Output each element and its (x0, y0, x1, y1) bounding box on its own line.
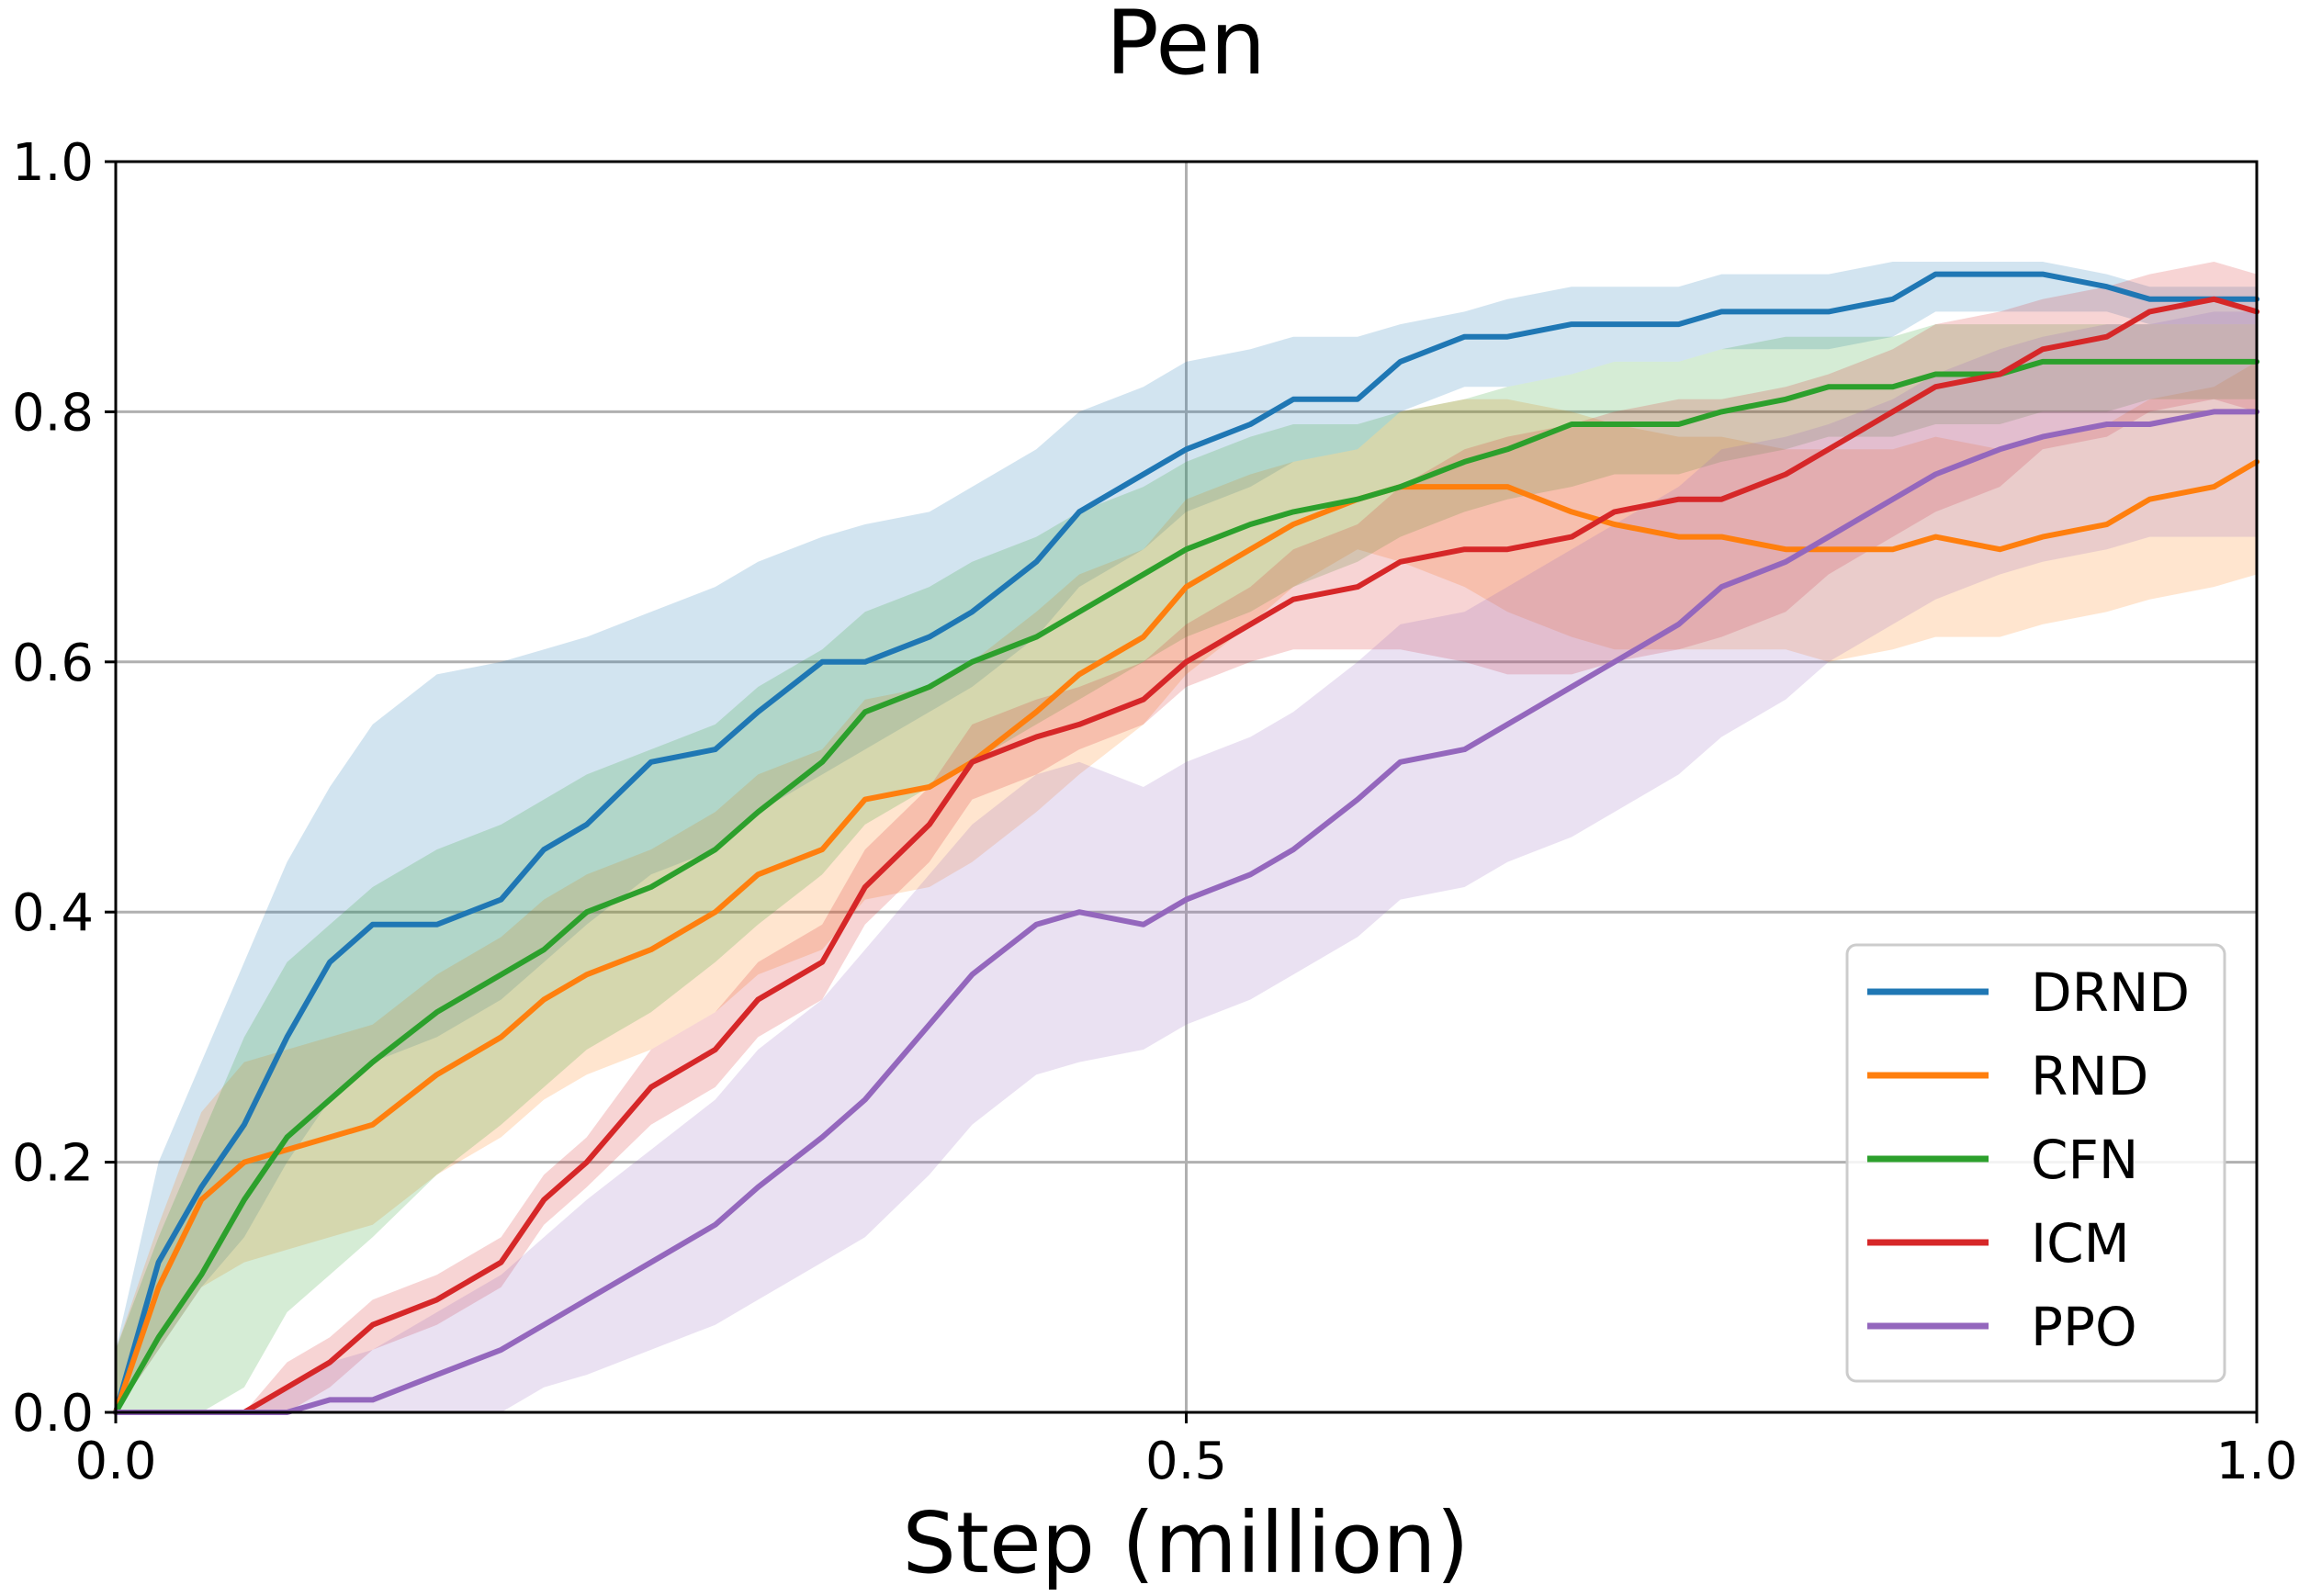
line-ppo (113, 409, 2260, 1415)
legend-label-rnd: RND (2031, 1045, 2148, 1107)
legend-label-cfn: CFN (2031, 1129, 2138, 1191)
band-cfn (116, 324, 2257, 1413)
y-tick-label: 0.8 (12, 383, 94, 443)
band-drnd (116, 262, 2257, 1412)
legend-box (1845, 943, 2226, 1383)
legend: DRND RND CFN ICM PPO (1845, 943, 2226, 1383)
band-rnd (116, 361, 2257, 1412)
axis-ticks: 0.0 0.2 0.4 0.6 0.8 1.0 0.0 0.5 1.0 (12, 133, 2298, 1491)
chart-title: Pen (1106, 0, 1266, 95)
line-cfn (113, 358, 2260, 1415)
y-tick-label: 0.2 (12, 1134, 94, 1194)
line-icm (113, 296, 2260, 1415)
line-drnd (113, 271, 2260, 1415)
y-tick-label: 0.6 (12, 634, 94, 693)
x-tick-label: 1.0 (2215, 1432, 2297, 1491)
y-tick-label: 0.4 (12, 883, 94, 943)
x-tick-label: 0.0 (74, 1432, 156, 1491)
legend-label-icm: ICM (2031, 1212, 2130, 1275)
y-tick-label: 0.0 (12, 1384, 94, 1444)
x-tick-label: 0.5 (1145, 1432, 1227, 1491)
legend-label-ppo: PPO (2031, 1296, 2137, 1358)
series-lines (113, 271, 2260, 1415)
x-axis-label: Step (million) (903, 1494, 1470, 1592)
legend-label-drnd: DRND (2031, 961, 2190, 1024)
y-tick-label: 1.0 (12, 133, 94, 193)
band-icm (116, 262, 2257, 1412)
line-rnd (113, 458, 2260, 1415)
